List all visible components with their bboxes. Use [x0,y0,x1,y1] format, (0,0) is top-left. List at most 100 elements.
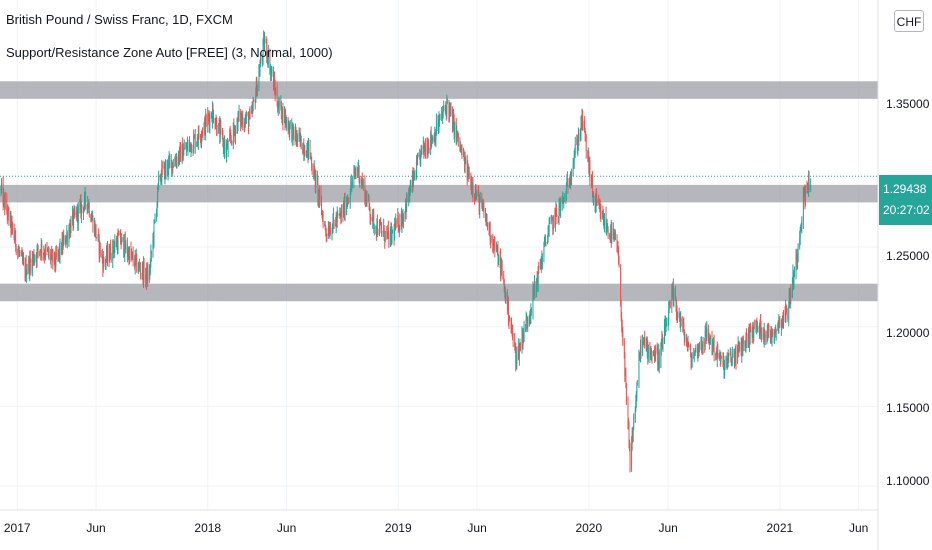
candle-body [759,326,760,333]
candle-body [274,87,276,95]
candle-body [741,341,743,356]
candle-body [373,226,375,230]
candle-body [120,232,121,244]
candle-body [392,230,393,232]
candle-body [391,231,393,239]
candle-body [7,207,9,218]
candle-body [394,225,396,230]
candle-body [697,349,699,356]
candle-body [33,254,34,259]
candle-body [256,80,258,96]
candle-body [629,440,630,447]
candle-body [802,191,804,222]
candle-body [559,203,560,206]
candle-body [485,218,487,221]
candle-body [124,238,126,255]
candle-body [213,110,214,123]
candle-body [704,342,706,347]
candle-body [370,217,372,219]
candle-body [25,262,27,277]
candle-body [401,214,402,227]
candle-body [332,226,333,233]
candle-body [760,326,762,335]
candle-body [185,146,187,150]
candle-body [639,356,640,358]
candle-body [487,223,488,227]
candle-body [628,421,629,430]
price-axis[interactable]: 1.35000 1.25000 1.20000 1.15000 1.10000 [886,97,930,488]
candle-body [285,115,287,124]
candle-body [577,144,579,151]
currency-badge[interactable]: CHF [894,10,924,32]
candle-body [386,231,388,233]
symbol-title[interactable]: British Pound / Swiss Franc, 1D, FXCM [6,12,233,27]
candle-body [404,211,406,221]
candle-body [604,214,605,228]
candle-body [98,236,100,255]
candle-body [654,352,655,359]
candle-body [444,109,446,110]
candle-body [606,228,607,230]
candle-body [550,215,552,224]
candle-body [34,259,35,263]
candle-body [749,342,750,346]
candle-body [737,343,739,347]
candle-body [54,252,56,265]
candle-body [11,221,12,231]
candle-body [475,189,477,198]
candle-body [587,150,589,159]
candle-body [665,326,667,332]
candle-body [99,243,101,255]
candle-body [230,138,232,141]
candle-body [289,124,291,134]
candle-body [114,241,116,247]
candle-body [545,242,547,244]
candle-body [282,107,284,124]
candle-body [153,221,155,242]
candle-body [52,252,54,262]
candle-body [97,234,99,238]
candle-body [620,303,622,319]
candle-body [183,146,185,150]
candle-body [263,37,265,47]
candle-body [768,329,770,332]
candle-body [106,249,107,260]
candle-body [460,145,461,150]
candle-body [657,351,659,365]
candle-body [40,243,42,255]
candle-body [153,236,154,242]
candle-body [741,341,743,356]
candle-body [517,346,519,355]
candle-body [201,135,202,141]
candle-body [110,246,112,259]
candle-body [226,142,228,148]
candle-body [174,159,176,166]
candle-body [707,328,709,340]
candle-body [84,193,86,196]
candle-body [383,226,385,231]
candle-body [187,145,189,151]
candle-body [624,374,626,376]
candle-body [737,346,738,363]
candle-body [156,212,157,219]
candle-body [254,101,256,103]
candle-body [563,197,565,199]
candle-body [355,174,356,176]
candle-body [171,162,173,173]
candle-body [347,200,349,202]
candle-body [534,281,536,292]
candle-body [128,250,130,263]
candle-body [296,133,298,142]
candle-body [569,181,571,186]
candle-body [124,238,126,250]
candle-body [280,101,282,107]
indicator-label[interactable]: Support/Resistance Zone Auto [FREE] (3, … [6,45,333,60]
candle-body [249,111,250,120]
candle-body [8,210,10,222]
time-axis[interactable]: 2017 Jun 2018 Jun 2019 Jun 2020 Jun 2021 Jun [4,521,868,535]
candle-body [410,185,412,188]
candle-body [742,338,744,356]
candle-body [520,343,521,350]
candle-body [795,255,797,273]
